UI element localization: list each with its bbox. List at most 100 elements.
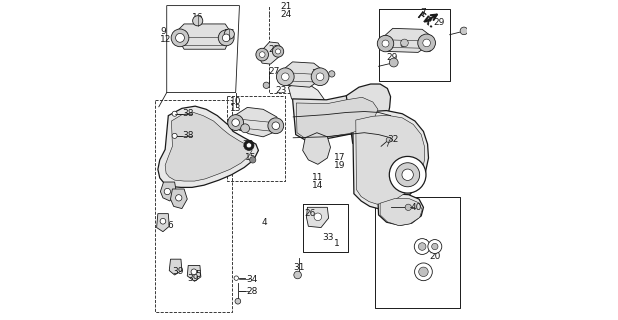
Text: 1: 1 [334,239,340,248]
Text: 26: 26 [304,209,315,218]
Text: 15: 15 [239,124,250,133]
Polygon shape [175,24,232,49]
Text: 21: 21 [280,2,291,12]
Circle shape [389,58,398,67]
Text: 19: 19 [334,161,345,170]
Polygon shape [382,28,432,52]
Text: 16: 16 [224,29,235,38]
Polygon shape [303,133,331,164]
Circle shape [256,48,269,61]
Circle shape [432,244,438,250]
Text: 32: 32 [387,135,399,144]
Circle shape [160,218,166,224]
Circle shape [389,156,426,193]
Circle shape [171,29,189,47]
Circle shape [419,267,428,276]
Text: 36: 36 [418,270,430,279]
Circle shape [191,269,197,275]
Circle shape [418,34,436,52]
Text: 37: 37 [417,239,428,248]
Text: 22: 22 [268,45,279,54]
Circle shape [281,73,289,81]
Text: 33: 33 [322,233,334,242]
Polygon shape [169,259,182,275]
Circle shape [294,271,302,279]
Circle shape [314,213,321,220]
Text: 20: 20 [429,252,441,261]
Text: 27: 27 [268,67,279,76]
Circle shape [232,119,239,126]
Circle shape [276,49,281,54]
Polygon shape [292,93,381,141]
Circle shape [244,140,254,150]
Text: 29: 29 [386,53,397,62]
Circle shape [276,68,294,85]
Circle shape [386,138,391,142]
Circle shape [235,298,240,304]
Circle shape [378,35,394,52]
Circle shape [260,52,265,58]
Polygon shape [161,182,176,201]
Polygon shape [171,189,187,209]
Circle shape [418,243,426,250]
Text: 15: 15 [245,154,256,163]
Polygon shape [378,194,423,225]
Circle shape [402,169,413,180]
Text: 16: 16 [192,13,203,22]
Text: 7: 7 [421,8,426,17]
Polygon shape [281,62,323,87]
Circle shape [247,143,252,148]
Polygon shape [156,214,169,232]
Polygon shape [380,198,422,226]
Circle shape [460,27,468,35]
Circle shape [428,240,442,253]
Text: 28: 28 [247,287,258,296]
Circle shape [224,29,234,39]
Text: 5: 5 [195,270,201,279]
Text: 38: 38 [182,109,193,118]
Polygon shape [307,207,329,228]
Circle shape [423,39,430,47]
Circle shape [316,73,324,81]
Text: 40: 40 [411,203,422,212]
Circle shape [405,204,412,211]
Circle shape [176,33,184,42]
Text: 35: 35 [380,40,391,49]
Polygon shape [346,84,391,147]
Circle shape [228,115,243,131]
Polygon shape [232,108,279,137]
Circle shape [218,30,234,46]
Text: 38: 38 [182,132,193,140]
Circle shape [263,82,269,88]
Circle shape [250,157,256,163]
Text: 18: 18 [429,245,441,254]
Text: 10: 10 [230,97,242,106]
Text: 23: 23 [276,86,287,95]
Circle shape [382,40,389,47]
Polygon shape [165,112,252,181]
Circle shape [273,46,284,57]
Text: 12: 12 [161,35,172,44]
Circle shape [311,68,329,85]
Polygon shape [289,82,326,114]
Circle shape [272,122,279,130]
Circle shape [400,39,408,47]
Circle shape [172,133,177,138]
Circle shape [176,195,182,201]
Text: 13: 13 [230,104,242,113]
Polygon shape [353,111,428,209]
Text: 8: 8 [426,45,431,54]
Circle shape [193,16,203,26]
Text: FR.: FR. [415,11,436,31]
Text: 8: 8 [399,40,405,49]
Circle shape [234,276,239,280]
Circle shape [414,239,430,254]
Text: 4: 4 [261,218,267,227]
Text: 11: 11 [312,173,324,182]
Text: 6: 6 [167,221,174,230]
Text: 17: 17 [334,154,345,163]
Polygon shape [297,97,378,139]
Text: 14: 14 [312,181,324,190]
Circle shape [172,111,177,116]
Circle shape [329,71,335,77]
